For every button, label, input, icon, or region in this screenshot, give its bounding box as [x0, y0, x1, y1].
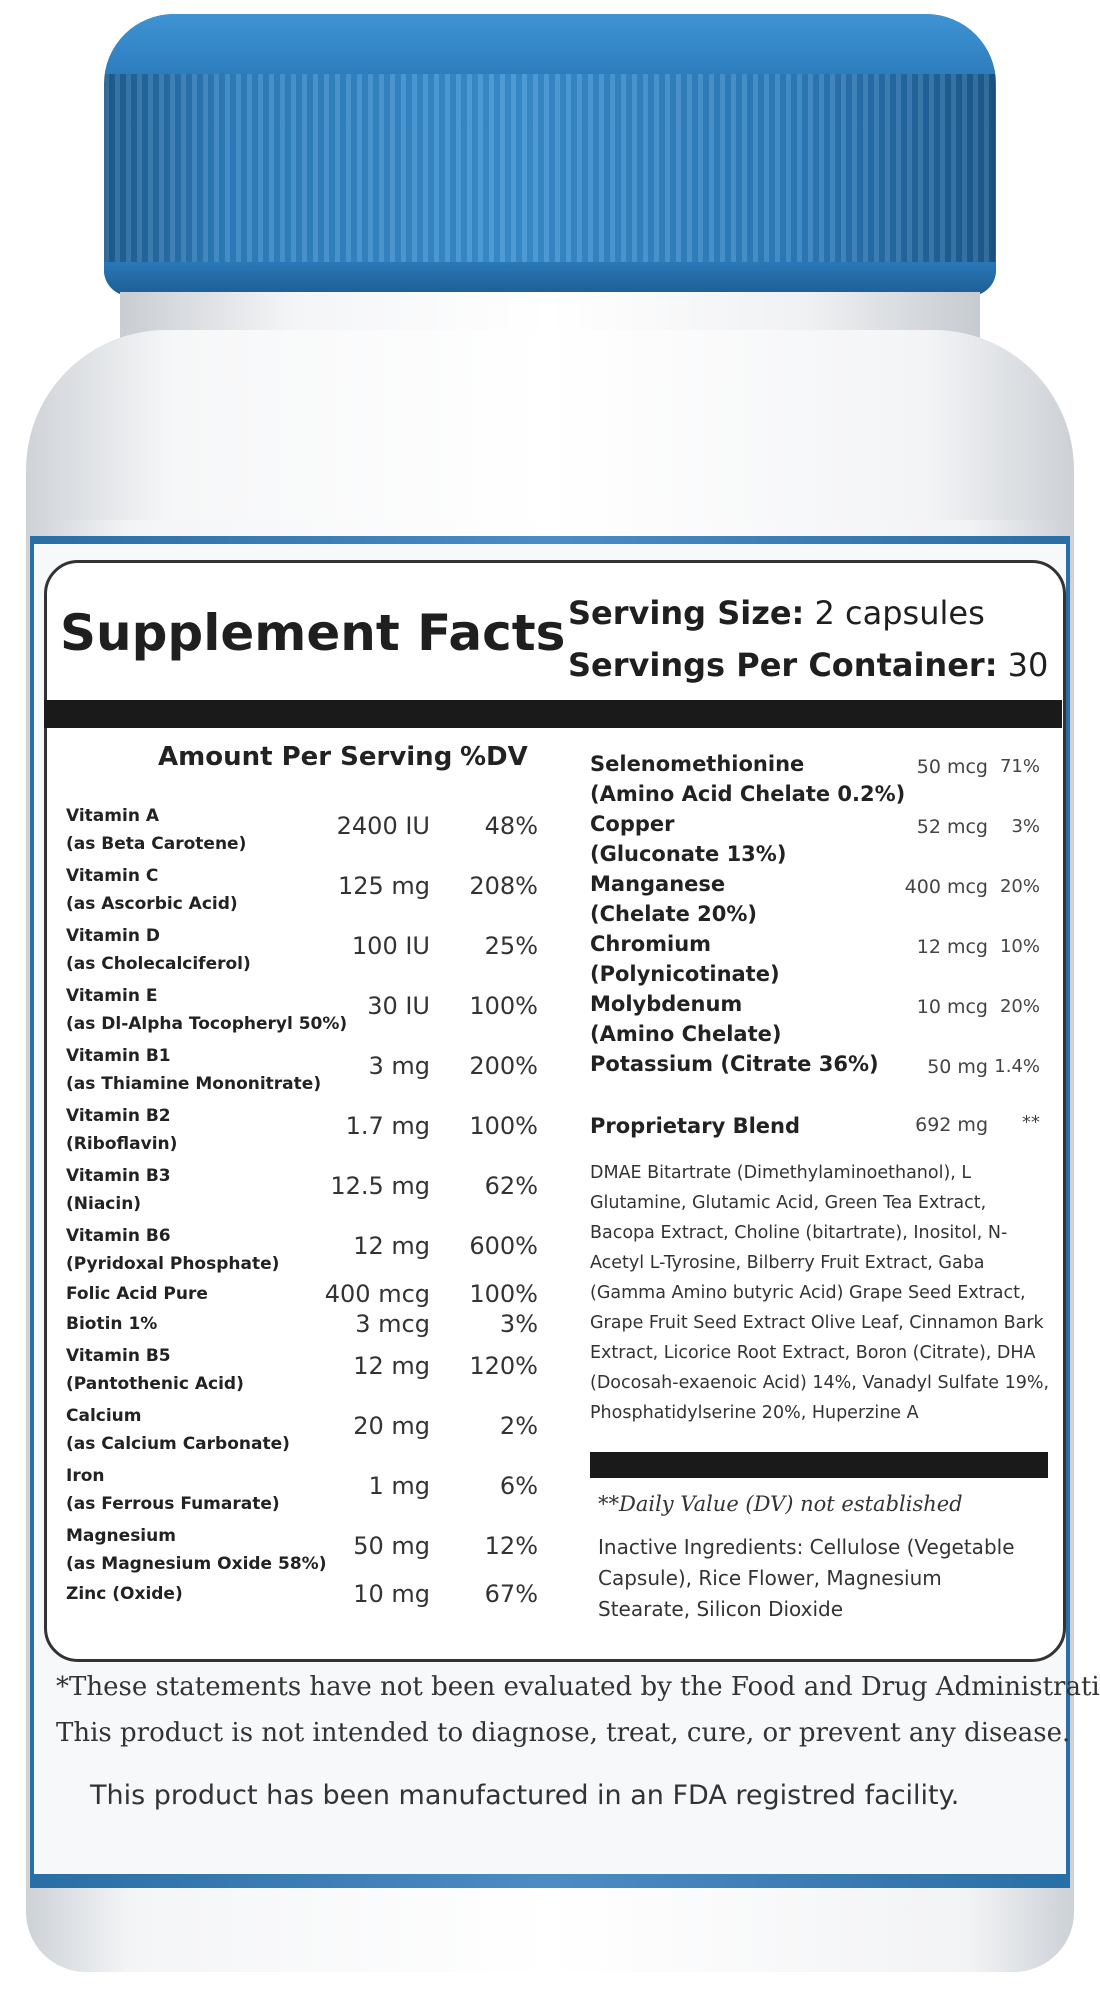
nutrient-name: Vitamin C — [66, 866, 159, 886]
mineral-amount: 52 mcg — [916, 816, 988, 838]
nutrient-source: (as Magnesium Oxide 58%) — [66, 1554, 327, 1574]
amount-per-serving-header: Amount Per Serving — [158, 742, 453, 772]
mineral-source: (Gluconate 13%) — [590, 842, 787, 866]
blend-amount: 692 mg — [915, 1114, 988, 1136]
nutrient-source: (Pantothenic Acid) — [66, 1374, 244, 1394]
nutrient-dv: 6% — [499, 1472, 538, 1500]
nutrient-dv: 100% — [469, 992, 538, 1020]
nutrient-source: (as Ascorbic Acid) — [66, 894, 238, 914]
nutrient-dv: 12% — [484, 1532, 538, 1560]
nutrient-dv: 200% — [469, 1052, 538, 1080]
nutrient-amount: 125 mg — [337, 872, 430, 900]
mineral-name: Selenomethionine — [590, 752, 805, 776]
nutrient-dv: 62% — [484, 1172, 538, 1200]
nutrient-dv: 600% — [469, 1232, 538, 1260]
serving-size: Serving Size: 2 capsules — [568, 594, 985, 632]
nutrient-amount: 100 IU — [351, 932, 430, 960]
nutrient-source: (as Cholecalciferol) — [66, 954, 251, 974]
nutrient-name: Magnesium — [66, 1526, 176, 1546]
mineral-dv: 3% — [1011, 816, 1040, 837]
blend-dv: ** — [1022, 1112, 1040, 1133]
mineral-amount: 50 mcg — [916, 756, 988, 778]
nutrient-name: Vitamin D — [66, 926, 160, 946]
nutrient-name: Biotin 1% — [66, 1314, 158, 1334]
nutrient-name: Vitamin B2 — [66, 1106, 171, 1126]
inactive-ingredients: Inactive Ingredients: Cellulose (Vegetab… — [598, 1535, 1015, 1621]
mineral-dv: 71% — [999, 756, 1040, 777]
nutrient-amount: 12 mg — [353, 1352, 430, 1380]
nutrient-source: (as Beta Carotene) — [66, 834, 247, 854]
panel-title: Supplement Facts — [60, 604, 566, 662]
nutrient-dv: 2% — [499, 1412, 538, 1440]
blend-ingredients: DMAE Bitartrate (Dimethylaminoethanol), … — [590, 1163, 1050, 1423]
mineral-name: Molybdenum — [590, 992, 743, 1016]
dv-footnote: **Daily Value (DV) not established — [598, 1492, 963, 1516]
nutrient-source: (as Ferrous Fumarate) — [66, 1494, 280, 1514]
nutrient-amount: 3 mg — [368, 1052, 430, 1080]
mineral-name: Copper — [590, 812, 675, 836]
mineral-amount: 10 mcg — [916, 996, 988, 1018]
nutrient-name: Vitamin A — [66, 806, 160, 826]
nutrient-amount: 3 mcg — [355, 1310, 430, 1338]
nutrient-name: Vitamin B6 — [66, 1226, 171, 1246]
mineral-source: (Amino Acid Chelate 0.2%) — [590, 782, 906, 806]
disclaimer-line-3: This product has been manufactured in an… — [90, 1780, 960, 1811]
mineral-amount: 50 mg — [927, 1056, 988, 1078]
mineral-dv: 1.4% — [994, 1056, 1040, 1077]
mineral-source: (Amino Chelate) — [590, 1022, 782, 1046]
servings-per-container: Servings Per Container: 30 — [568, 646, 1049, 684]
nutrient-name: Vitamin B1 — [66, 1046, 171, 1066]
nutrient-name: Calcium — [66, 1406, 142, 1426]
supplement-facts-panel — [44, 560, 1066, 1662]
mineral-name: Chromium — [590, 932, 712, 956]
nutrient-amount: 10 mg — [353, 1580, 430, 1608]
mineral-name: Manganese — [590, 872, 726, 896]
nutrient-amount: 1.7 mg — [345, 1112, 430, 1140]
nutrient-name: Iron — [66, 1466, 105, 1486]
nutrient-amount: 400 mcg — [324, 1280, 430, 1308]
nutrient-dv: 100% — [469, 1112, 538, 1140]
nutrient-amount: 50 mg — [353, 1532, 430, 1560]
mineral-source: (Chelate 20%) — [590, 902, 758, 926]
mineral-amount: 400 mcg — [904, 876, 988, 898]
bottle-shoulder — [26, 330, 1074, 550]
mineral-amount: 12 mcg — [916, 936, 988, 958]
nutrient-amount: 2400 IU — [336, 812, 430, 840]
nutrient-source: (Riboflavin) — [66, 1134, 178, 1154]
nutrient-amount: 12.5 mg — [330, 1172, 430, 1200]
nutrient-name: Folic Acid Pure — [66, 1284, 208, 1304]
mineral-dv: 10% — [999, 936, 1040, 957]
nutrient-amount: 12 mg — [353, 1232, 430, 1260]
mineral-name: Potassium (Citrate 36%) — [590, 1052, 879, 1076]
disclaimer-line-1: *These statements have not been evaluate… — [56, 1672, 1100, 1702]
nutrient-dv: 67% — [484, 1580, 538, 1608]
nutrient-name: Vitamin B5 — [66, 1346, 171, 1366]
nutrient-source: (as Dl-Alpha Tocopheryl 50%) — [66, 1014, 348, 1034]
nutrient-amount: 1 mg — [368, 1472, 430, 1500]
nutrient-dv: 48% — [484, 812, 538, 840]
nutrient-dv: 100% — [469, 1280, 538, 1308]
nutrient-dv: 25% — [484, 932, 538, 960]
bottle-cap — [104, 14, 996, 296]
mineral-dv: 20% — [999, 996, 1040, 1017]
nutrient-source: (as Calcium Carbonate) — [66, 1434, 290, 1454]
nutrient-name: Vitamin B3 — [66, 1166, 171, 1186]
nutrient-source: (as Thiamine Mononitrate) — [66, 1074, 322, 1094]
blend-name: Proprietary Blend — [590, 1114, 800, 1138]
nutrient-dv: 3% — [499, 1310, 538, 1338]
mineral-dv: 20% — [999, 876, 1040, 897]
nutrient-name: Zinc (Oxide) — [66, 1584, 183, 1604]
dv-header: %DV — [460, 742, 528, 772]
blend-divider — [590, 1452, 1048, 1478]
nutrient-name: Vitamin E — [66, 986, 158, 1006]
nutrient-dv: 208% — [469, 872, 538, 900]
nutrient-dv: 120% — [469, 1352, 538, 1380]
nutrient-source: (Pyridoxal Phosphate) — [66, 1254, 280, 1274]
nutrient-amount: 20 mg — [353, 1412, 430, 1440]
disclaimer-line-2: This product is not intended to diagnose… — [56, 1718, 1071, 1748]
nutrient-source: (Niacin) — [66, 1194, 142, 1214]
header-divider — [44, 700, 1062, 728]
nutrient-amount: 30 IU — [367, 992, 430, 1020]
mineral-source: (Polynicotinate) — [590, 962, 780, 986]
